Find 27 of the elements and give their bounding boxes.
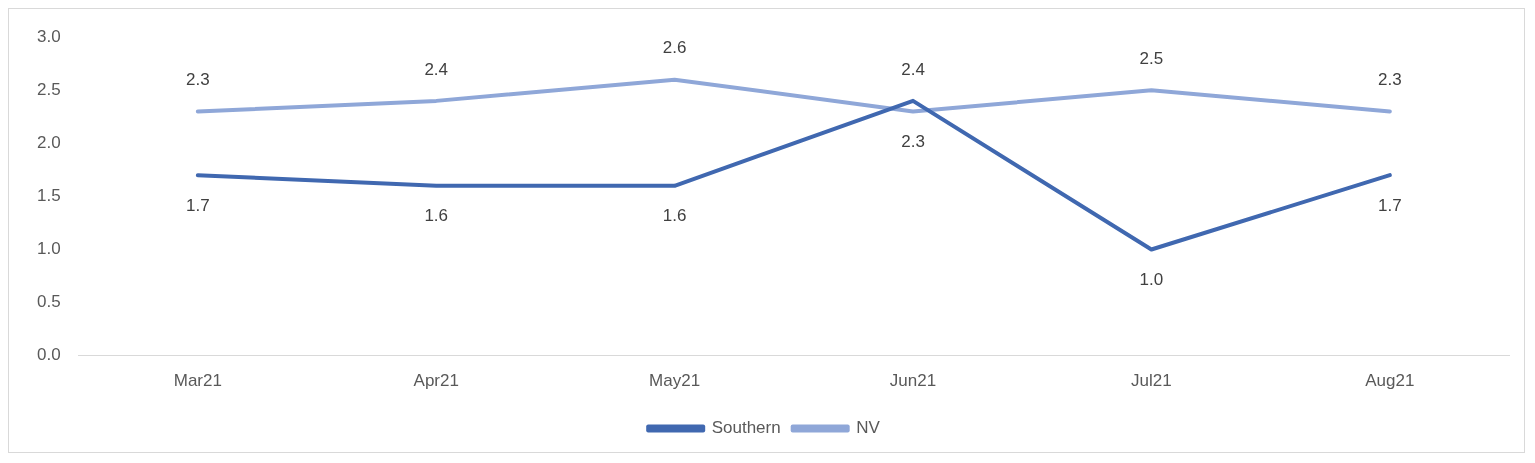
x-tick-label: Jul21 — [1131, 371, 1172, 391]
data-label: 1.6 — [424, 206, 449, 226]
data-label: 2.4 — [901, 59, 925, 79]
y-tick-label: 1.5 — [36, 186, 61, 206]
legend-label: NV — [856, 418, 881, 438]
x-tick-label: Jun21 — [889, 371, 937, 391]
x-tick-label: May21 — [649, 371, 701, 391]
y-tick-label: 0.5 — [36, 292, 61, 312]
data-label: 1.6 — [662, 206, 687, 226]
y-tick-label: 0.0 — [36, 345, 61, 365]
data-label: 1.7 — [1377, 195, 1402, 215]
data-label: 2.6 — [662, 38, 687, 58]
data-label: 2.5 — [1139, 48, 1164, 68]
x-tick-label: Aug21 — [1365, 371, 1415, 391]
y-tick-label: 1.0 — [36, 239, 61, 259]
y-tick-label: 2.5 — [36, 79, 61, 99]
data-label: 2.3 — [901, 132, 925, 152]
x-tick-label: Apr21 — [413, 371, 459, 391]
data-label: 1.7 — [186, 195, 210, 215]
data-label: 2.3 — [1377, 70, 1402, 90]
data-label: 1.0 — [1139, 270, 1164, 290]
data-label: 2.3 — [186, 70, 210, 90]
data-label: 2.4 — [424, 59, 449, 79]
y-tick-label: 2.0 — [36, 133, 61, 153]
x-tick-label: Mar21 — [173, 371, 222, 391]
legend-label: Southern — [711, 418, 781, 438]
y-tick-label: 3.0 — [36, 26, 61, 46]
